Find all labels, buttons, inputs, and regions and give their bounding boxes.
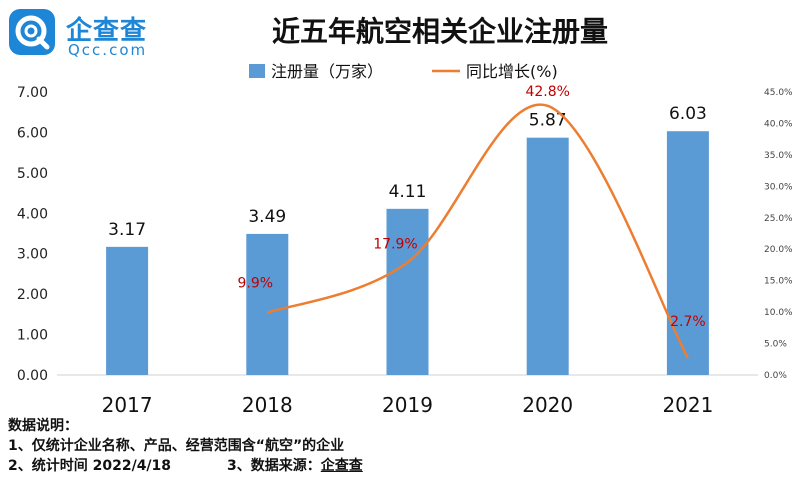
right-axis-tick-label: 15.0% [764,277,793,287]
notes-line-2: 2、统计时间 2022/4/18 3、数据来源：企查查 [8,456,363,476]
growth-rate-label: 42.8% [525,84,569,100]
bar-value-label: 4.11 [389,182,427,202]
notes-line-1: 1、仅统计企业名称、产品、经营范围含“航空”的企业 [8,438,345,454]
right-axis-tick-label: 25.0% [764,214,793,224]
data-notes: 数据说明： 1、仅统计企业名称、产品、经营范围含“航空”的企业 2、统计时间 2… [8,416,363,476]
left-axis-tick-label: 5.00 [17,166,48,182]
right-axis-tick-label: 0.0% [764,371,787,381]
x-axis-category-label: 2017 [102,393,153,416]
growth-rate-line [266,103,689,359]
right-axis-tick-label: 40.0% [764,119,793,129]
right-axis-tick-label: 35.0% [764,151,793,161]
bar-2019 [386,208,429,375]
bar-value-label: 3.17 [108,220,146,240]
bar-2017 [106,246,149,375]
bar-value-label: 3.49 [248,207,286,227]
legend-line-label: 同比增长(%) [466,62,558,81]
bar-2018 [246,233,289,375]
left-axis-tick-label: 3.00 [17,247,48,263]
bar-2020 [526,137,569,375]
bar-value-label: 5.87 [529,111,567,131]
growth-rate-label: 17.9% [373,236,417,252]
notes-heading: 数据说明： [8,418,78,434]
right-axis-tick-label: 45.0% [764,88,793,98]
left-axis-tick-label: 0.00 [17,368,48,384]
left-axis-tick-label: 4.00 [17,206,48,222]
notes-date: 2、统计时间 2022/4/18 [8,458,172,474]
left-axis-tick-label: 2.00 [17,287,48,303]
logo-chinese-text: 企查查 [66,16,148,46]
qcc-logo: 企查查 Qcc.com [8,8,158,59]
legend-bar-swatch [249,64,265,78]
notes-source-label: 3、数据来源： [227,458,321,474]
x-axis-category-label: 2020 [522,393,573,416]
x-axis-category-label: 2019 [382,393,433,416]
logo-english-text: Qcc.com [68,41,148,59]
right-axis-tick-label: 20.0% [764,245,793,255]
growth-rate-label: 2.7% [670,314,706,330]
right-axis-tick-label: 30.0% [764,182,793,192]
notes-source-value: 企查查 [320,458,363,474]
chart-canvas: 0.00 1.00 2.00 3.00 4.00 5.00 6.00 7.00 0.0% 5.0%… [17,62,793,416]
growth-rate-label: 9.9% [238,276,274,292]
left-axis-tick-label: 6.00 [17,125,48,141]
x-axis-category-label: 2021 [662,393,713,416]
left-axis-tick-label: 1.00 [17,328,48,344]
x-axis-category-label: 2018 [242,393,293,416]
bar-value-label: 6.03 [669,104,707,124]
right-axis-tick-label: 10.0% [764,308,793,318]
chart-title: 近五年航空相关企业注册量 [271,15,608,48]
legend-bar-label: 注册量（万家） [271,62,383,81]
right-axis-tick-label: 5.0% [764,340,787,350]
qcc-logo-icon [9,9,55,55]
bar-2021 [666,131,709,375]
left-axis-tick-label: 7.00 [17,85,48,101]
